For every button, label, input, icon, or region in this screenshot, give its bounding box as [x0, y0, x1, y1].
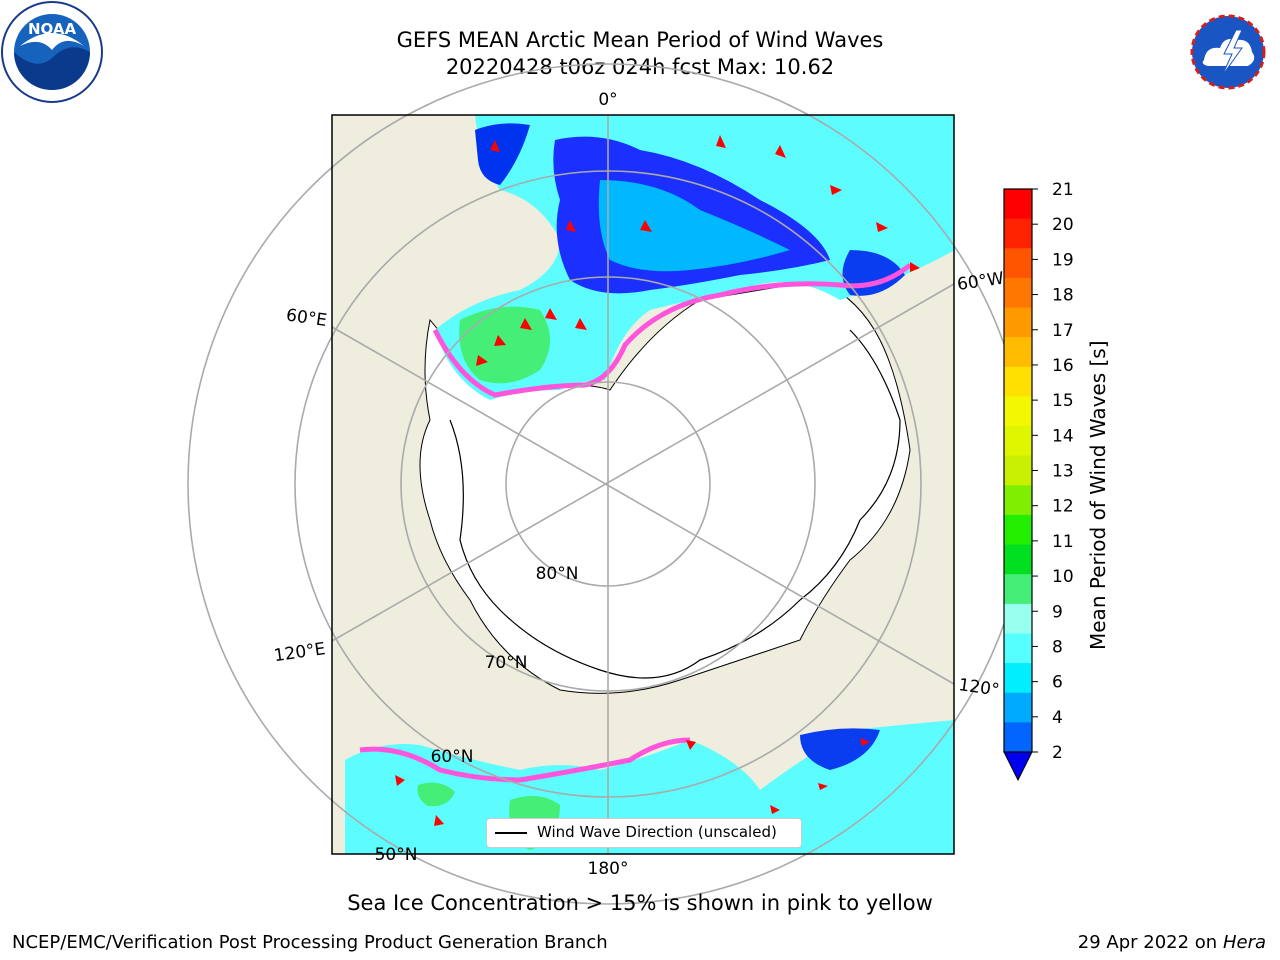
parallel-label-70n: 70°N	[485, 653, 528, 673]
colorbar-block	[1004, 455, 1032, 486]
parallel-label-80n: 80°N	[536, 564, 579, 584]
graticule	[187, 63, 1029, 905]
colorbar-tick-label: 4	[1052, 708, 1063, 728]
nordic-blue-wave-field	[475, 123, 530, 185]
colorbar-tick-label: 9	[1052, 602, 1063, 622]
colorbar-block	[1004, 218, 1032, 249]
colorbar-block	[1004, 603, 1032, 634]
colorbar-block	[1004, 189, 1032, 220]
colorbar-tick-label: 8	[1052, 637, 1063, 657]
colorbar-block	[1004, 366, 1032, 397]
noaa-logo: NOAA	[0, 0, 104, 108]
colorbar-under-triangle	[1003, 751, 1033, 782]
colorbar-block	[1004, 663, 1032, 694]
colorbar-block	[1004, 514, 1032, 546]
map-frame	[331, 114, 955, 855]
wind-arrows	[395, 135, 920, 826]
colorbar-block	[1004, 396, 1032, 427]
colorbar-block	[1004, 307, 1032, 338]
colorbar-tick-label: 10	[1052, 567, 1074, 587]
arctic-ice-region	[419, 279, 911, 694]
colorbar-ticks: 21 20 19 18 17 16 15 14 13 12 11 10 9 8 6 4 2	[1032, 180, 1074, 763]
colorbar-tick-label: 18	[1052, 286, 1074, 306]
colorbar-tick-label: 2	[1052, 743, 1063, 763]
colorbar-tick-label: 12	[1052, 497, 1074, 517]
colorbar-tick-label: 17	[1052, 321, 1074, 341]
gulf-green-wave-field	[417, 782, 455, 807]
north-pacific-blue-wave-field	[800, 728, 880, 770]
colorbar-tick-label: 6	[1052, 673, 1063, 693]
footer-date-text: 29 Apr 2022 on	[1077, 932, 1223, 953]
meridian-label-180: 180°	[588, 859, 629, 879]
colorbar-block	[1004, 485, 1032, 516]
legend-line-swatch	[495, 832, 527, 834]
colorbar-block	[1004, 337, 1032, 368]
colorbar-tick-label: 21	[1052, 180, 1074, 200]
colorbar-tick-label: 13	[1052, 462, 1074, 482]
footer-credit: NCEP/EMC/Verification Post Processing Pr…	[12, 932, 608, 953]
colorbar-tick-label: 16	[1052, 356, 1074, 376]
colorbar-block	[1004, 692, 1032, 723]
sea-ice-caption: Sea Ice Concentration > 15% is shown in …	[347, 891, 933, 915]
footer-machine: Hera	[1222, 932, 1266, 953]
parallel-label-50n: 50°N	[375, 845, 418, 865]
map-title-line1: GEFS MEAN Arctic Mean Period of Wind Wav…	[396, 28, 884, 52]
parallel-label-60n: 60°N	[431, 747, 474, 767]
colorbar-label: Mean Period of Wind Waves [s]	[1086, 340, 1110, 650]
sea-ice-edge-atlantic	[432, 263, 912, 398]
colorbar-blocks	[1004, 189, 1032, 753]
colorbar-tick-label: 15	[1052, 391, 1074, 411]
colorbar-tick-label: 11	[1052, 532, 1074, 552]
colorbar-block	[1004, 722, 1032, 753]
colorbar-block	[1004, 574, 1032, 605]
legend-label: Wind Wave Direction (unscaled)	[537, 823, 777, 841]
mid-blue-wave-field	[598, 180, 790, 272]
svg-text:NOAA: NOAA	[28, 20, 77, 38]
colorbar-tick-label: 19	[1052, 250, 1074, 270]
footer-date: 29 Apr 2022 on Hera	[1078, 932, 1266, 953]
colorbar-tick-label: 20	[1052, 215, 1074, 235]
map-legend: Wind Wave Direction (unscaled)	[486, 818, 802, 848]
nws-logo	[1176, 0, 1280, 108]
colorbar-block	[1004, 544, 1032, 575]
coastline	[449, 329, 901, 679]
colorbar-tick-label: 14	[1052, 426, 1074, 446]
colorbar-block	[1004, 633, 1032, 664]
sea-ice-edge-pacific	[359, 737, 691, 783]
colorbar-block	[1004, 277, 1032, 309]
meridian-label-0: 0°	[598, 90, 617, 110]
colorbar-block	[1004, 426, 1032, 457]
colorbar-block	[1004, 248, 1032, 279]
